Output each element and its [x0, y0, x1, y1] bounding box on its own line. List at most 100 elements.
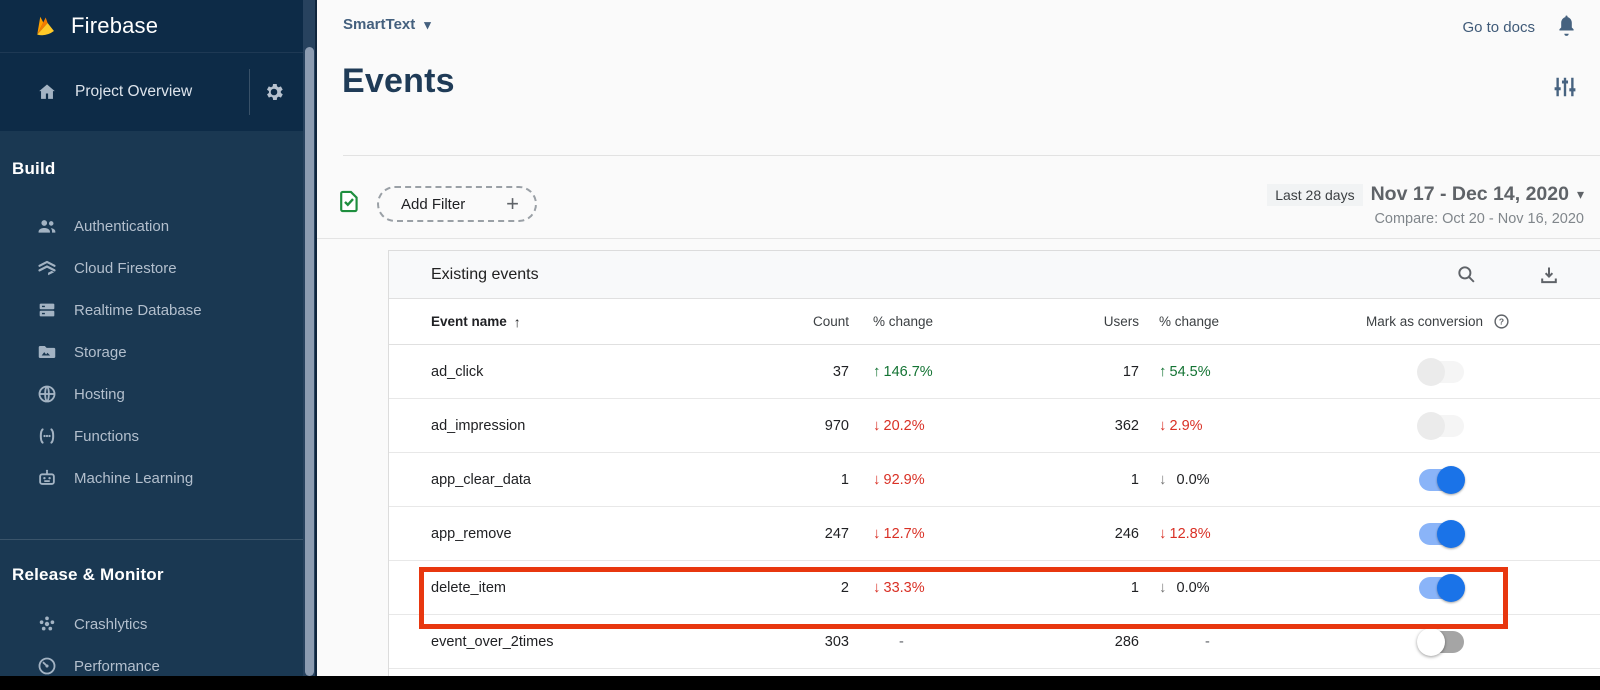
project-selector[interactable]: SmartText ▾: [343, 16, 431, 33]
date-range-value: Nov 17 - Dec 14, 2020: [1370, 183, 1569, 205]
customize-report-tune-icon[interactable]: [1552, 74, 1578, 100]
realtime-database-icon: [36, 299, 58, 321]
column-header-event-name[interactable]: Event name ↑: [431, 299, 521, 344]
change-value: 12.7%: [883, 525, 925, 542]
plus-icon: +: [506, 191, 519, 216]
column-label: Event name: [431, 314, 507, 329]
sidebar-item-machine-learning[interactable]: Machine Learning: [0, 457, 305, 499]
users-change-cell: ↑ 54.5%: [1159, 345, 1211, 398]
sidebar-item-cloud-firestore[interactable]: Cloud Firestore: [0, 247, 305, 289]
toggle-knob: [1437, 520, 1465, 548]
sidebar-item-authentication[interactable]: Authentication: [0, 205, 305, 247]
toggle-knob: [1437, 466, 1465, 494]
users-change-cell: ↓ 12.8%: [1159, 507, 1211, 560]
sidebar-item-hosting[interactable]: Hosting: [0, 373, 305, 415]
toggle-knob: [1437, 574, 1465, 602]
users-change-cell: ↓ 0.0%: [1159, 453, 1210, 506]
event-name-cell: event_over_2times: [431, 633, 554, 650]
go-to-docs-link[interactable]: Go to docs: [1462, 19, 1535, 36]
sidebar-item-storage[interactable]: Storage: [0, 331, 305, 373]
arrow-down-icon: ↓: [1159, 525, 1167, 542]
authentication-icon: [36, 215, 58, 237]
toggle-knob: [1417, 628, 1445, 656]
divider: [249, 69, 250, 115]
column-label: Mark as conversion: [1366, 314, 1484, 329]
home-icon: [36, 81, 58, 103]
project-overview-label: Project Overview: [75, 83, 193, 100]
mark-as-conversion-toggle[interactable]: [1418, 466, 1466, 494]
mark-as-conversion-toggle[interactable]: [1418, 520, 1466, 548]
toggle-knob: [1417, 358, 1445, 386]
column-header-count[interactable]: Count: [812, 314, 849, 329]
arrow-down-icon: ↓: [873, 525, 881, 542]
arrow-down-icon: ↓: [873, 471, 881, 488]
project-settings-gear-icon[interactable]: [263, 81, 285, 103]
notifications-bell-icon[interactable]: [1554, 13, 1579, 38]
count-change-cell: ↓ 33.3%: [873, 561, 925, 614]
mark-as-conversion-toggle[interactable]: [1417, 628, 1466, 656]
table-row-ad_impression: ad_impression 970 ↓ 20.2% 362 ↓ 2.9%: [389, 399, 1600, 453]
change-value: 20.2%: [883, 417, 925, 434]
sidebar-item-label: Storage: [74, 343, 127, 361]
change-value: 0.0%: [1176, 471, 1210, 488]
help-icon[interactable]: ?: [1493, 313, 1510, 330]
change-value: 12.8%: [1169, 525, 1211, 542]
sidebar-item-realtime-database[interactable]: Realtime Database: [0, 289, 305, 331]
table-row-app_remove: app_remove 247 ↓ 12.7% 246 ↓ 12.8%: [389, 507, 1600, 561]
mark-as-conversion-toggle: [1417, 358, 1466, 386]
users-cell: 286: [1114, 633, 1139, 650]
table-row-event_over_2times: event_over_2times 303 - 286 -: [389, 615, 1600, 669]
arrow-up-icon: ↑: [1159, 363, 1167, 380]
performance-icon: [36, 655, 58, 677]
table-header-row: Event name ↑ Count % change Users % chan…: [389, 299, 1600, 345]
add-filter-button[interactable]: Add Filter +: [377, 186, 537, 222]
sort-ascending-icon: ↑: [513, 313, 521, 330]
storage-icon: [36, 341, 58, 363]
card-title: Existing events: [431, 265, 539, 283]
sidebar-item-performance[interactable]: Performance: [0, 645, 305, 687]
users-cell: 1: [1130, 579, 1139, 596]
hosting-icon: [36, 383, 58, 405]
column-header-users[interactable]: Users: [1103, 314, 1139, 329]
users-change-cell: -: [1205, 633, 1210, 650]
firebase-flame-icon: [32, 13, 59, 40]
change-value: 54.5%: [1169, 363, 1211, 380]
count-cell: 1: [840, 471, 849, 488]
sidebar-item-label: Crashlytics: [74, 615, 148, 633]
date-range-badge: Last 28 days: [1267, 183, 1363, 206]
sidebar-item-crashlytics[interactable]: Crashlytics: [0, 603, 305, 645]
divider: [0, 539, 305, 540]
download-icon[interactable]: [1537, 263, 1561, 287]
event-name-cell: ad_click: [431, 363, 484, 380]
count-cell: 37: [832, 363, 849, 380]
brand-name: Firebase: [71, 13, 159, 38]
main-content: SmartText ▾ Go to docs Events Add Filter…: [317, 0, 1600, 676]
add-filter-label: Add Filter: [401, 195, 466, 213]
sidebar-section-label: Build: [12, 159, 56, 178]
event-name-cell: app_remove: [431, 525, 512, 542]
sidebar-item-project-overview[interactable]: Project Overview: [0, 52, 305, 131]
arrow-down-icon: ↓: [1159, 471, 1167, 488]
count-cell: 970: [824, 417, 849, 434]
users-cell: 17: [1122, 363, 1139, 380]
functions-icon: [36, 425, 58, 447]
users-change-cell: ↓ 2.9%: [1159, 399, 1203, 452]
mark-as-conversion-toggle: [1417, 412, 1466, 440]
arrow-down-icon: ↓: [873, 417, 881, 434]
mark-as-conversion-toggle[interactable]: [1418, 574, 1466, 602]
count-change-cell: ↓ 12.7%: [873, 507, 925, 560]
sidebar-scrollbar: [303, 0, 317, 676]
count-cell: 303: [824, 633, 849, 650]
users-cell: 1: [1130, 471, 1139, 488]
column-header-users-change: % change: [1159, 314, 1220, 329]
date-range-selector[interactable]: Last 28 days Nov 17 - Dec 14, 2020 ▾: [1267, 183, 1584, 206]
card-header: Existing events: [389, 251, 1600, 299]
users-cell: 362: [1114, 417, 1139, 434]
sidebar-scrollbar-thumb[interactable]: [305, 47, 314, 676]
firebase-home-link[interactable]: Firebase: [0, 0, 305, 52]
event-name-cell: app_clear_data: [431, 471, 531, 488]
search-icon[interactable]: [1455, 263, 1478, 286]
data-quality-check-icon[interactable]: [336, 188, 362, 215]
sidebar-item-functions[interactable]: Functions: [0, 415, 305, 457]
